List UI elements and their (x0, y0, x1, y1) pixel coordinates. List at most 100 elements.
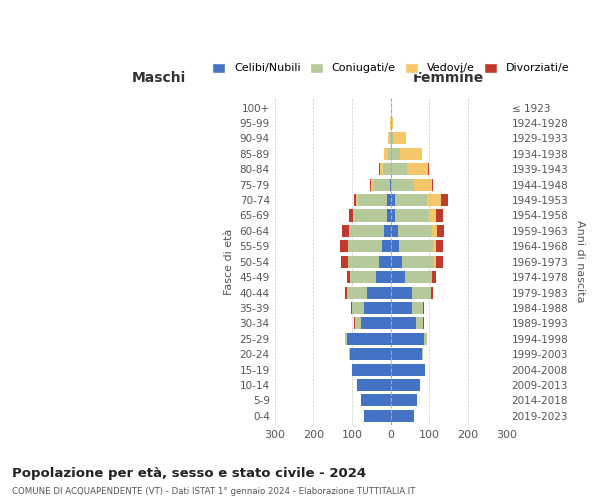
Bar (437, 225, 445, 237)
Bar (434, 256, 436, 268)
Bar (399, 240, 433, 252)
Bar (354, 194, 356, 206)
Bar (391, 240, 399, 252)
Bar (412, 302, 423, 314)
Bar (395, 210, 428, 222)
Bar (354, 210, 387, 222)
Bar (424, 333, 427, 345)
Bar (380, 163, 383, 175)
Bar (391, 302, 412, 314)
Text: Femmine: Femmine (413, 72, 484, 86)
Bar (349, 348, 350, 360)
Bar (379, 163, 380, 175)
Bar (355, 318, 361, 330)
Bar (354, 318, 355, 330)
Bar (361, 318, 391, 330)
Bar (385, 148, 388, 160)
Bar (392, 132, 406, 144)
Bar (347, 333, 391, 345)
Bar (427, 194, 441, 206)
Bar (414, 178, 433, 190)
Bar (431, 286, 433, 298)
Bar (384, 225, 391, 237)
Bar (344, 286, 347, 298)
Bar (391, 256, 402, 268)
Bar (351, 302, 352, 314)
Bar (364, 410, 391, 422)
Text: Maschi: Maschi (131, 72, 186, 86)
Bar (391, 132, 392, 144)
Bar (391, 364, 425, 376)
Bar (391, 148, 400, 160)
Bar (391, 394, 417, 406)
Bar (391, 379, 419, 391)
Bar (391, 333, 424, 345)
Bar (342, 225, 349, 237)
Bar (350, 225, 384, 237)
Bar (391, 210, 395, 222)
Bar (391, 318, 416, 330)
Bar (436, 240, 443, 252)
Bar (391, 271, 406, 283)
Bar (402, 256, 434, 268)
Y-axis label: Anni di nascita: Anni di nascita (575, 220, 585, 303)
Bar (352, 302, 364, 314)
Bar (391, 286, 412, 298)
Bar (388, 148, 391, 160)
Legend: Celibi/Nubili, Coniugati/e, Vedovi/e, Divorziati/e: Celibi/Nubili, Coniugati/e, Vedovi/e, Di… (208, 58, 574, 78)
Bar (433, 271, 436, 283)
Bar (350, 348, 391, 360)
Bar (379, 256, 391, 268)
Bar (389, 132, 391, 144)
Bar (356, 194, 358, 206)
Bar (370, 178, 371, 190)
Text: Popolazione per età, sesso e stato civile - 2024: Popolazione per età, sesso e stato civil… (12, 468, 366, 480)
Bar (374, 178, 390, 190)
Bar (406, 271, 431, 283)
Bar (358, 194, 387, 206)
Bar (347, 271, 350, 283)
Bar (400, 148, 422, 160)
Bar (387, 194, 391, 206)
Bar (367, 286, 391, 298)
Bar (422, 348, 423, 360)
Bar (383, 163, 391, 175)
Bar (431, 225, 437, 237)
Bar (388, 132, 389, 144)
Bar (391, 194, 395, 206)
Bar (441, 194, 448, 206)
Bar (412, 286, 431, 298)
Y-axis label: Fasce di età: Fasce di età (224, 228, 234, 295)
Bar (431, 271, 433, 283)
Bar (349, 225, 350, 237)
Bar (423, 302, 424, 314)
Bar (382, 240, 391, 252)
Bar (364, 302, 391, 314)
Bar (347, 286, 367, 298)
Bar (395, 194, 427, 206)
Bar (436, 256, 443, 268)
Bar (340, 240, 348, 252)
Bar (348, 256, 379, 268)
Bar (371, 178, 374, 190)
Bar (398, 225, 431, 237)
Bar (350, 271, 376, 283)
Bar (436, 210, 443, 222)
Text: COMUNE DI ACQUAPENDENTE (VT) - Dati ISTAT 1° gennaio 2024 - Elaborazione TUTTITA: COMUNE DI ACQUAPENDENTE (VT) - Dati ISTA… (12, 488, 415, 496)
Bar (391, 178, 414, 190)
Bar (352, 364, 391, 376)
Bar (391, 225, 398, 237)
Bar (391, 410, 414, 422)
Bar (348, 240, 382, 252)
Bar (407, 163, 428, 175)
Bar (433, 240, 436, 252)
Bar (391, 348, 422, 360)
Bar (387, 210, 391, 222)
Bar (356, 379, 391, 391)
Bar (391, 117, 392, 129)
Bar (361, 394, 391, 406)
Bar (341, 256, 348, 268)
Bar (376, 271, 391, 283)
Bar (428, 210, 436, 222)
Bar (428, 163, 429, 175)
